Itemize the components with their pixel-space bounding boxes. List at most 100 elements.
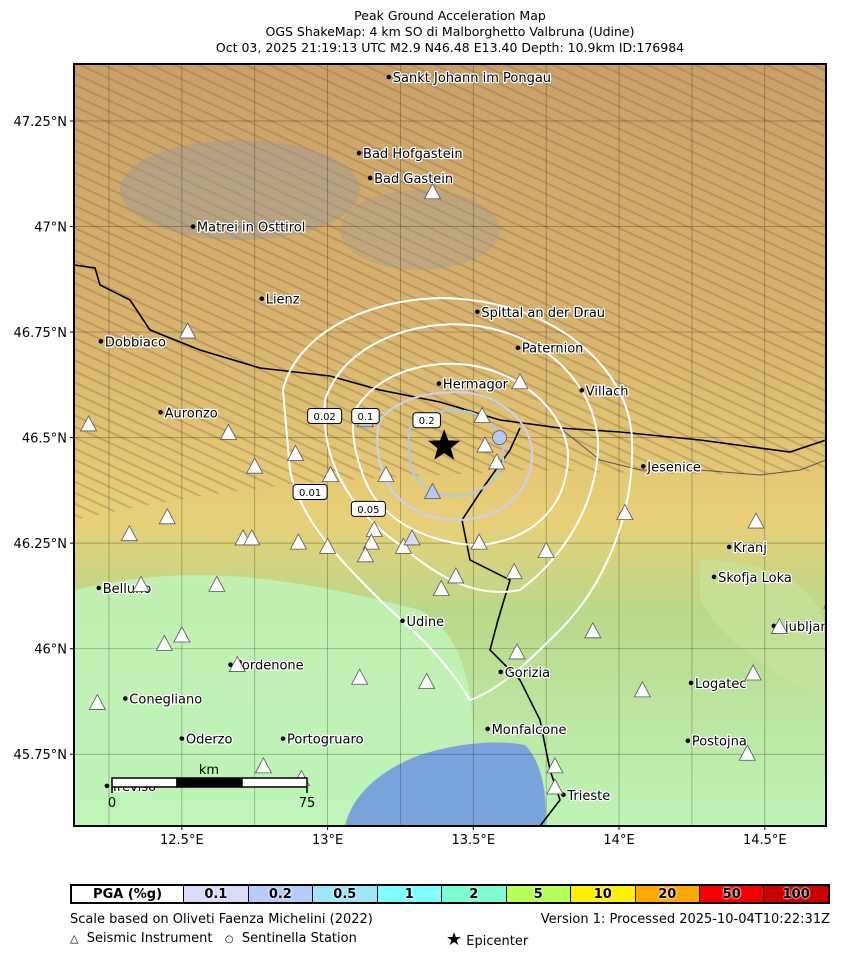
seismic-instrument-triangle xyxy=(356,545,375,563)
seismic-instrument-triangle xyxy=(470,533,488,550)
seismic-instrument-triangle xyxy=(584,621,602,639)
seismic-instrument-triangle xyxy=(423,482,442,499)
contour-0.01 xyxy=(281,297,634,702)
scale-end: 75 xyxy=(299,796,316,811)
city-label: Conegliano xyxy=(129,693,202,708)
seismic-instrument-triangle xyxy=(447,567,465,584)
city-label: Udine xyxy=(406,615,444,630)
seismic-instrument-triangle xyxy=(744,664,762,681)
city-dot xyxy=(515,345,521,350)
seismic-instrument-triangle xyxy=(616,503,634,521)
adriatic-sea xyxy=(345,742,546,826)
contour-0.02 xyxy=(323,323,600,593)
seismic-instrument-triangle xyxy=(318,537,337,554)
seismic-instrument-triangle xyxy=(350,668,369,685)
seismic-instrument-triangle xyxy=(286,444,305,461)
seismic-instrument-triangle xyxy=(155,634,174,651)
city-label: Hermagor xyxy=(443,378,509,393)
city-label: Pordenone xyxy=(235,659,304,674)
city-dot xyxy=(685,738,691,744)
city-label: Matrei in Osttirol xyxy=(197,221,306,236)
contour-label: 0.01 xyxy=(299,488,321,499)
cities-layer: Sankt Johann im Pongau Bad Hofgastein Bad … xyxy=(96,70,837,805)
seismic-instrument-triangle xyxy=(747,512,765,529)
contour-label-box xyxy=(350,500,386,517)
seismic-instrument-triangle xyxy=(418,672,436,689)
mountain-relief xyxy=(74,64,826,520)
scale-note: Scale based on Oliveti Faenza Michelini … xyxy=(70,912,373,927)
city-label: Portogruaro xyxy=(287,733,364,748)
contour-label: 0.1 xyxy=(358,412,374,423)
city-label: Sankt Johann im Pongau xyxy=(393,71,551,86)
city-dot xyxy=(190,224,196,229)
city-label: Dobbiaco xyxy=(105,335,166,350)
seismic-instrument-triangle xyxy=(738,744,756,761)
seismic-instrument-triangle xyxy=(246,457,264,474)
high-peaks xyxy=(340,190,500,270)
colorbar-bin: 50 xyxy=(698,886,764,902)
seismic-instrument-triangle xyxy=(476,436,494,453)
triangle-icon: △ xyxy=(70,932,79,945)
map-title: Peak Ground Acceleration Map OGS ShakeMa… xyxy=(0,8,850,56)
city-dot xyxy=(711,574,717,580)
seismic-instrument-triangle xyxy=(508,643,526,660)
border-austria-italy xyxy=(74,264,826,453)
city-label: Trieste xyxy=(566,789,610,804)
circle-icon: ○ xyxy=(224,934,234,945)
city-dot xyxy=(259,296,265,302)
epicenter-label: Epicenter xyxy=(466,934,529,949)
city-dot xyxy=(367,175,373,181)
city-label: Kranj xyxy=(733,541,767,556)
seismic-instrument-triangle xyxy=(289,533,308,550)
seismic-instrument-triangle xyxy=(179,322,197,339)
colorbar-bin: 0.1 xyxy=(183,886,248,902)
lon-tick-label: 13°E xyxy=(312,833,343,848)
contour-label: 0.05 xyxy=(357,505,379,516)
seismic-instrument-triangle xyxy=(228,655,246,672)
seismic-instrument-triangle xyxy=(770,617,789,634)
seismic-instrument-triangle xyxy=(362,533,380,550)
city-dot xyxy=(475,309,480,315)
title-line-2: OGS ShakeMap: 4 km SO di Malborghetto Va… xyxy=(265,24,635,39)
seismic-instrument-triangle xyxy=(377,465,395,483)
contour-0.2 xyxy=(407,409,505,498)
lat-tick-label: 47.25°N xyxy=(14,115,67,130)
city-dot xyxy=(498,669,504,675)
colorbar-bin: 1 xyxy=(376,886,442,902)
city-label: Lienz xyxy=(266,293,300,308)
seismic-instrument-triangle xyxy=(511,372,529,390)
contour-0.1 xyxy=(376,391,534,522)
friuli-plain xyxy=(74,575,474,826)
scale-start: 0 xyxy=(108,796,116,811)
seismic-instrument-triangle xyxy=(254,757,273,774)
regional-border xyxy=(559,427,826,476)
contour-label-box xyxy=(307,408,343,425)
colorbar-title: PGA (%g) xyxy=(72,886,184,902)
city-dot xyxy=(122,696,128,701)
seismic-instrument-triangle xyxy=(546,757,564,774)
contour-label: 0.02 xyxy=(314,412,336,423)
lon-tick-label: 12.5°E xyxy=(160,833,204,848)
seismic-instrument-triangle xyxy=(394,537,413,554)
contour-0.05 xyxy=(352,362,570,547)
city-dot xyxy=(98,339,104,344)
city-label: Ljubljana xyxy=(778,620,837,635)
lat-tick-label: 46.5°N xyxy=(22,432,67,447)
colorbar-bin: 100 xyxy=(763,886,828,902)
city-label: Bad Gastein xyxy=(374,172,453,187)
seismic-label: Seismic Instrument xyxy=(86,931,213,946)
scale-unit: km xyxy=(199,763,219,778)
seismic-instrument-triangle xyxy=(473,406,491,423)
seismic-instrument-triangle xyxy=(546,778,564,795)
seismic-instrument-triangle xyxy=(423,182,442,200)
contour-label-box xyxy=(412,412,441,429)
sentinella-label: Sentinella Station xyxy=(241,931,357,946)
city-dot xyxy=(356,150,362,156)
title-line-3: Oct 03, 2025 21:19:13 UTC M2.9 N46.48 E1… xyxy=(215,40,685,55)
city-dot xyxy=(579,388,585,393)
city-dot xyxy=(228,662,233,668)
seismic-instrument-triangle xyxy=(88,693,106,710)
contour-labels: 0.02 0.1 0.2 0.01 0.05 xyxy=(292,408,441,517)
city-label: Monfalcone xyxy=(492,723,567,738)
contour-label-box xyxy=(351,408,380,425)
